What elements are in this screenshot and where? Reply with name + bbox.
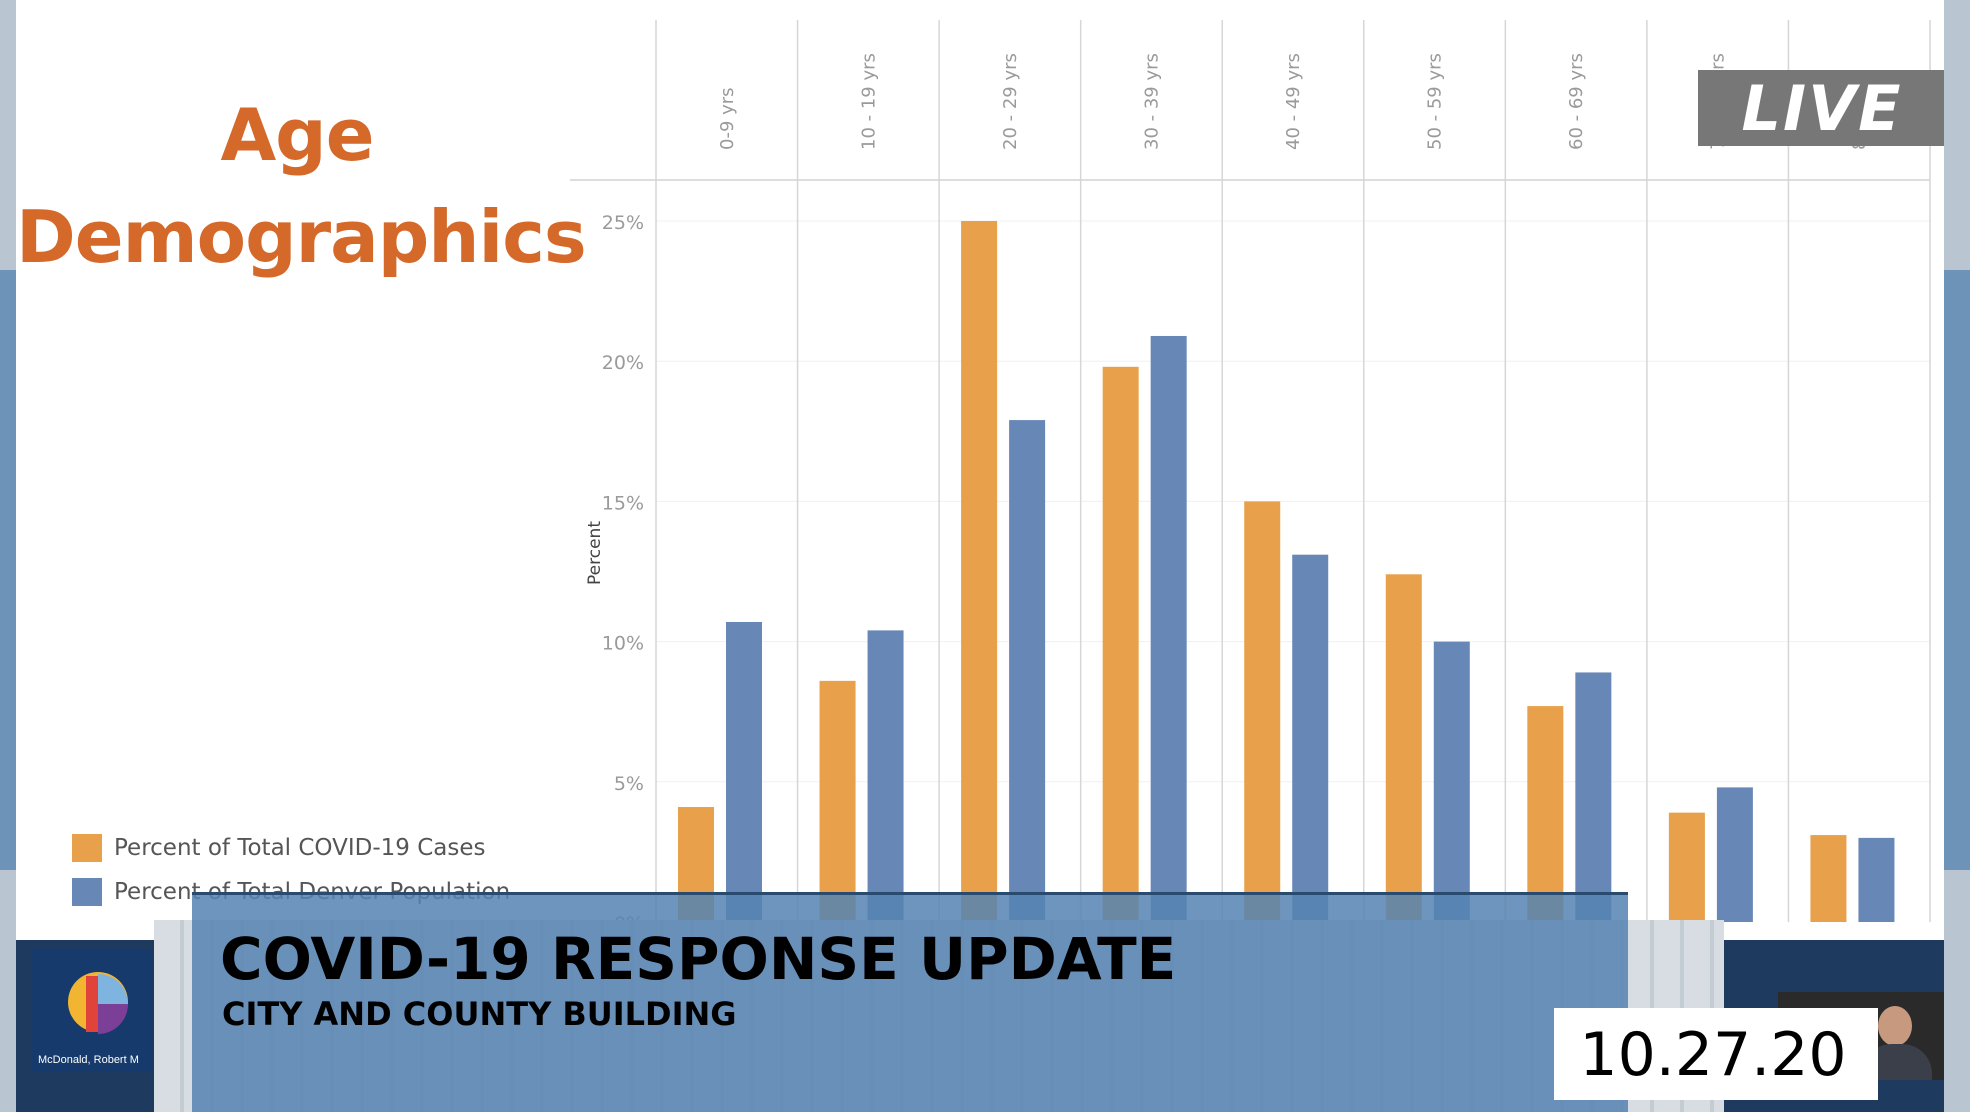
participant-head [1878,1006,1912,1046]
y-tick-label: 5% [614,773,644,795]
bar-covid-cases [961,221,998,922]
category-label: 10 - 19 yrs [858,53,879,150]
banner-title: COVID-19 RESPONSE UPDATE [220,925,1177,993]
bar-denver-population [867,630,904,922]
slide-title-line1: Age [220,93,374,177]
date-box: 10.27.20 [1554,1008,1878,1100]
bar-denver-population [1009,420,1046,922]
bar-covid-cases [1244,501,1281,922]
y-tick-label: 25% [602,212,644,234]
bar-covid-cases [1810,835,1847,922]
category-label: 20 - 29 yrs [1000,53,1021,150]
y-axis-label: Percent [585,521,605,585]
y-tick-label: 15% [602,492,644,514]
category-label: 50 - 59 yrs [1425,53,1446,150]
bar-covid-cases [1385,574,1422,922]
bar-denver-population [1292,554,1329,922]
city-of-denver-logo: McDonald, Robert M [32,950,152,1072]
lower-third-banner: COVID-19 RESPONSE UPDATE CITY AND COUNTY… [192,892,1628,1112]
slide-title-line2: Demographics [16,195,587,279]
live-badge: LIVE [1698,70,1944,146]
banner-subtitle: CITY AND COUNTY BUILDING [222,995,737,1033]
logo-caption: McDonald, Robert M [38,1054,139,1066]
denver-logo-icon [68,972,128,1034]
category-label: 60 - 69 yrs [1566,53,1587,150]
y-tick-label: 20% [602,352,644,374]
bar-covid-cases [819,680,856,922]
category-label: 40 - 49 yrs [1283,53,1304,150]
left-edge-strip [0,270,16,870]
right-edge-strip [1942,270,1970,870]
bar-covid-cases [1527,706,1564,922]
legend-item-cases: Percent of Total COVID-19 Cases [72,826,510,870]
bar-denver-population [1150,335,1187,922]
category-label: 30 - 39 yrs [1141,53,1162,150]
y-tick-label: 10% [602,633,644,655]
bar-covid-cases [1102,366,1139,923]
bar-denver-population [1433,641,1470,922]
bar-denver-population [1575,672,1612,922]
slide-title: Age Demographics [16,84,587,288]
live-label: LIVE [1741,71,1903,145]
bar-denver-population [726,621,762,922]
legend-swatch-cases [72,834,102,862]
bar-denver-population [1716,787,1753,922]
category-label: 0-9 yrs [717,87,738,150]
legend-label-cases: Percent of Total COVID-19 Cases [114,835,486,861]
bar-denver-population [1858,837,1895,922]
legend-swatch-population [72,878,102,906]
bar-covid-cases [1668,812,1705,922]
slide: Age Demographics 0%5%10%15%20%25%Percent… [16,0,1944,1112]
broadcast-date: 10.27.20 [1579,1020,1847,1090]
